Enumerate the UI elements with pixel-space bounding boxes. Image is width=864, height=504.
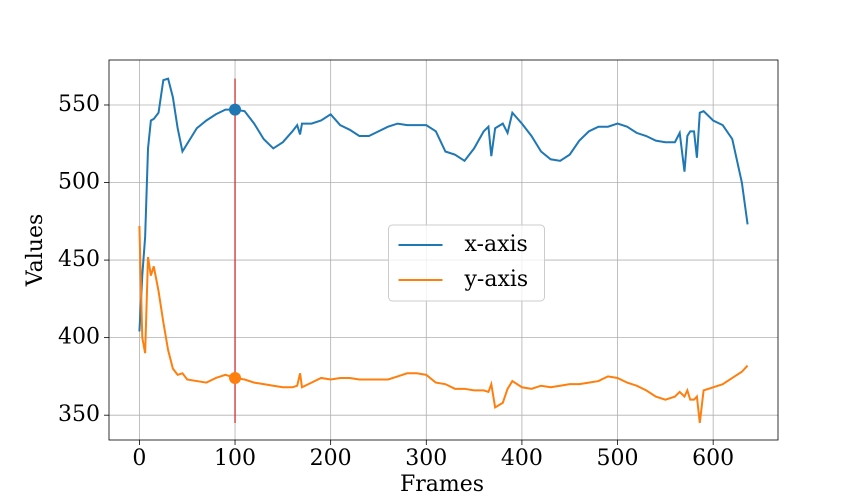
legend-label: y-axis <box>464 267 529 292</box>
y-tick-label: 550 <box>58 92 100 117</box>
x-axis-label: Frames <box>400 472 484 497</box>
y-axis-label: Values <box>23 214 48 288</box>
y-tick-label: 500 <box>58 170 100 195</box>
marker-point <box>229 103 242 116</box>
y-tick-label: 450 <box>58 247 100 272</box>
y-tick-label: 400 <box>58 325 100 350</box>
x-tick-label: 0 <box>132 446 146 471</box>
series-line <box>138 225 749 424</box>
x-tick-label: 400 <box>501 446 543 471</box>
x-tick-label: 300 <box>405 446 447 471</box>
legend-label: x-axis <box>465 232 528 257</box>
series-line <box>138 77 749 332</box>
x-tick-label: 500 <box>597 446 639 471</box>
x-tick-label: 600 <box>692 446 734 471</box>
marker-point <box>229 371 242 384</box>
x-tick-label: 100 <box>214 446 256 471</box>
plot-frame <box>108 59 779 441</box>
x-tick-label: 200 <box>310 446 352 471</box>
y-tick-label: 350 <box>58 402 100 427</box>
